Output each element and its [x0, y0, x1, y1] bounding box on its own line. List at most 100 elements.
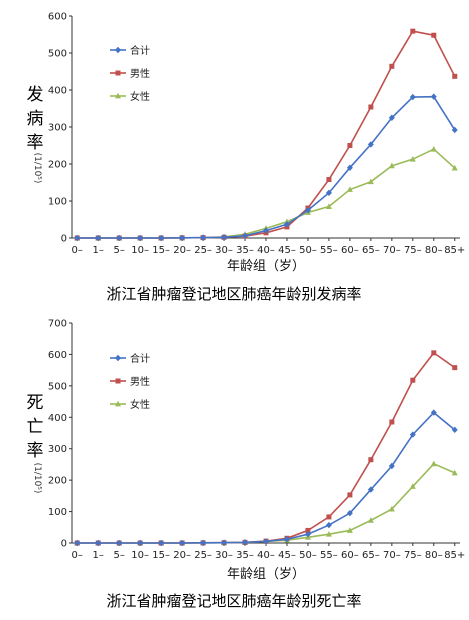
x-tick-label: 30– — [215, 550, 233, 561]
y-axis-label: 死亡率 (1/10⁵) — [27, 393, 44, 493]
data-point-total — [74, 539, 81, 547]
data-point-total — [325, 189, 332, 197]
x-tick-label: 50– — [299, 550, 317, 561]
x-tick-label: 25– — [194, 245, 212, 256]
x-tick-label: 65– — [362, 550, 380, 561]
data-point-total — [200, 539, 207, 547]
data-point-male — [431, 350, 437, 356]
data-point-male — [389, 63, 395, 69]
x-tick-label: 65– — [362, 245, 380, 256]
data-point-female — [388, 505, 395, 512]
data-point-total — [221, 539, 228, 546]
data-point-total — [367, 141, 374, 148]
x-tick-label: 55– — [320, 550, 338, 561]
data-point-female — [451, 164, 458, 171]
x-tick-label: 35– — [236, 550, 254, 561]
y-tick-label: 100 — [48, 197, 67, 208]
data-point-female — [451, 469, 458, 476]
y-tick-label: 600 — [48, 350, 67, 361]
series-line-female — [77, 148, 456, 239]
y-tick-label: 700 — [48, 319, 67, 330]
data-point-male — [347, 143, 353, 148]
x-tick-label: 80– — [425, 550, 443, 561]
data-point-male — [347, 492, 353, 498]
series-total — [74, 93, 458, 242]
x-tick-label: 60– — [341, 550, 359, 561]
data-point-total — [116, 539, 123, 547]
data-point-female — [430, 146, 437, 152]
legend-marker-male — [115, 70, 121, 76]
y-axis-label-char: 率 — [27, 133, 44, 153]
y-tick-label: 400 — [48, 86, 67, 97]
data-point-total — [95, 234, 102, 242]
legend-marker-female — [115, 400, 121, 407]
data-point-male — [452, 365, 458, 371]
x-tick-label: 25– — [194, 550, 212, 561]
data-point-total — [409, 93, 416, 101]
data-point-total — [137, 234, 144, 242]
data-point-total — [325, 521, 332, 529]
x-tick-label: 10– — [131, 550, 149, 561]
y-tick-label: 0 — [61, 234, 67, 245]
x-tick-label: 85+ — [444, 245, 465, 256]
x-tick-label: 5– — [114, 245, 125, 256]
x-tick-label: 85+ — [444, 550, 465, 561]
legend-marker-total — [115, 46, 121, 54]
x-tick-label: 40– — [257, 245, 275, 256]
data-point-total — [451, 126, 458, 134]
data-point-male — [410, 28, 416, 34]
x-tick-label: 80– — [425, 245, 443, 256]
x-tick-label: 10– — [131, 245, 149, 256]
data-point-total — [221, 234, 228, 241]
data-point-total — [263, 538, 269, 545]
data-point-total — [95, 539, 102, 547]
data-point-male — [368, 104, 374, 110]
y-tick-label: 600 — [48, 12, 67, 23]
x-tick-label: 30– — [215, 245, 233, 256]
data-point-total — [430, 409, 437, 416]
series-male — [74, 28, 458, 241]
x-tick-label: 0– — [72, 245, 83, 256]
data-point-female — [325, 203, 332, 209]
data-point-male — [326, 177, 332, 183]
data-point-total — [74, 234, 81, 242]
data-point-female — [409, 155, 416, 162]
series-line-total — [77, 411, 456, 544]
data-point-total — [346, 164, 353, 171]
legend-label-female: 女性 — [130, 398, 150, 411]
x-tick-label: 75– — [404, 245, 422, 256]
x-tick-label: 55– — [320, 245, 338, 256]
x-tick-label: 20– — [173, 245, 191, 256]
x-axis-label: 年龄组（岁） — [227, 259, 305, 274]
series-line-female — [77, 462, 456, 544]
y-axis-label: 发病率(1/10⁵) — [27, 85, 44, 183]
data-point-male — [368, 457, 374, 463]
x-tick-label: 75– — [404, 550, 422, 561]
data-point-male — [389, 419, 395, 425]
x-tick-label: 1– — [93, 550, 104, 561]
data-point-total — [242, 539, 249, 546]
data-point-total — [430, 93, 437, 100]
legend-label-total: 合计 — [130, 352, 150, 365]
x-tick-label: 60– — [341, 245, 359, 256]
data-point-female — [388, 162, 395, 169]
data-point-female — [367, 517, 374, 523]
legend-label-female: 女性 — [130, 90, 150, 103]
data-point-male — [431, 32, 437, 38]
chart-title: 浙江省肿瘤登记地区肺癌年龄别死亡率 — [106, 592, 361, 610]
data-point-female — [346, 527, 353, 533]
y-axis-label-char: 死 — [27, 393, 44, 413]
chart-1: 0 100 200 300 400 500 600 0– 1– 5– 10– 15– 20– 25– 30–… — [27, 12, 466, 304]
series-female — [74, 146, 458, 241]
data-point-total — [116, 234, 123, 242]
data-point-total — [304, 207, 311, 214]
data-point-female — [346, 186, 353, 192]
series-total — [74, 409, 458, 547]
y-tick-label: 100 — [48, 507, 67, 518]
data-point-male — [410, 377, 416, 383]
data-point-female — [325, 531, 332, 537]
